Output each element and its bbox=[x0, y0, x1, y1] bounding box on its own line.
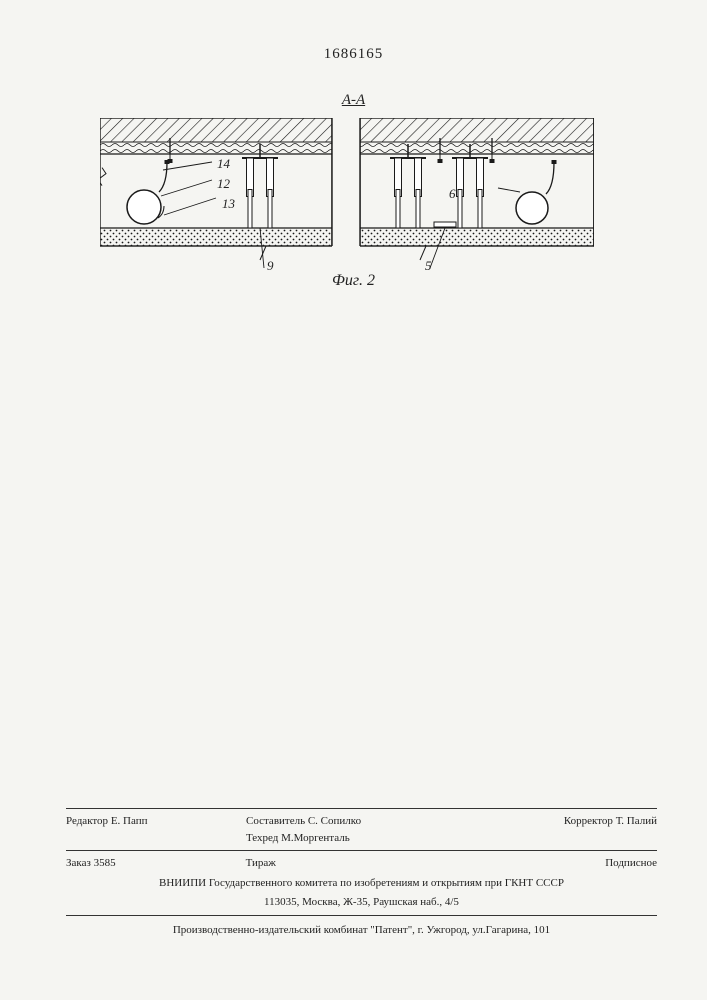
compiler-name: С. Сопилко bbox=[308, 815, 361, 827]
document-number: 1686165 bbox=[324, 46, 384, 63]
order: Заказ 3585 bbox=[66, 855, 116, 872]
rule-mid bbox=[66, 850, 657, 851]
pub-line: Производственно-издательский комбинат "П… bbox=[66, 922, 657, 939]
callout-6: 6 bbox=[449, 186, 456, 202]
compiler-label: Составитель bbox=[246, 815, 305, 827]
order-no: 3585 bbox=[94, 857, 116, 869]
editor-name: Е. Папп bbox=[111, 815, 148, 827]
callout-9: 9 bbox=[267, 258, 274, 274]
callout-5: 5 bbox=[425, 258, 432, 274]
addr-line: 113035, Москва, Ж-35, Раушская наб., 4/5 bbox=[66, 894, 657, 911]
footer-block: Редактор Е. Папп Составитель С. Сопилко … bbox=[66, 804, 657, 938]
callout-12: 12 bbox=[217, 176, 230, 192]
tech-label: Техред bbox=[246, 832, 278, 844]
order-row: Заказ 3585 Тираж Подписное bbox=[66, 855, 657, 872]
figure-svg bbox=[100, 118, 594, 298]
page: 1686165 А-А 14 12 13 9 6 5 Фиг. 2 Редакт… bbox=[0, 0, 707, 1000]
tech-name: М.Моргенталь bbox=[281, 832, 350, 844]
corrector-name: Т. Палий bbox=[616, 815, 657, 827]
credits-row-1: Редактор Е. Папп Составитель С. Сопилко … bbox=[66, 813, 657, 846]
order-label: Заказ bbox=[66, 857, 91, 869]
callout-14: 14 bbox=[217, 156, 230, 172]
editor-label: Редактор bbox=[66, 815, 108, 827]
rule-bottom bbox=[66, 915, 657, 916]
figure-caption: Фиг. 2 bbox=[332, 272, 375, 290]
compiler-tech: Составитель С. Сопилко Техред М.Моргента… bbox=[246, 813, 361, 846]
callout-13: 13 bbox=[222, 196, 235, 212]
run-label: Тираж bbox=[246, 855, 276, 872]
editor: Редактор Е. Папп bbox=[66, 813, 226, 846]
corrector: Корректор Т. Палий bbox=[564, 813, 657, 846]
rule-top bbox=[66, 808, 657, 809]
org-line: ВНИИПИ Государственного комитета по изоб… bbox=[66, 875, 657, 892]
figure-2 bbox=[100, 118, 594, 260]
sub-label: Подписное bbox=[605, 855, 657, 872]
corrector-label: Корректор bbox=[564, 815, 613, 827]
section-label: А-А bbox=[342, 92, 365, 109]
